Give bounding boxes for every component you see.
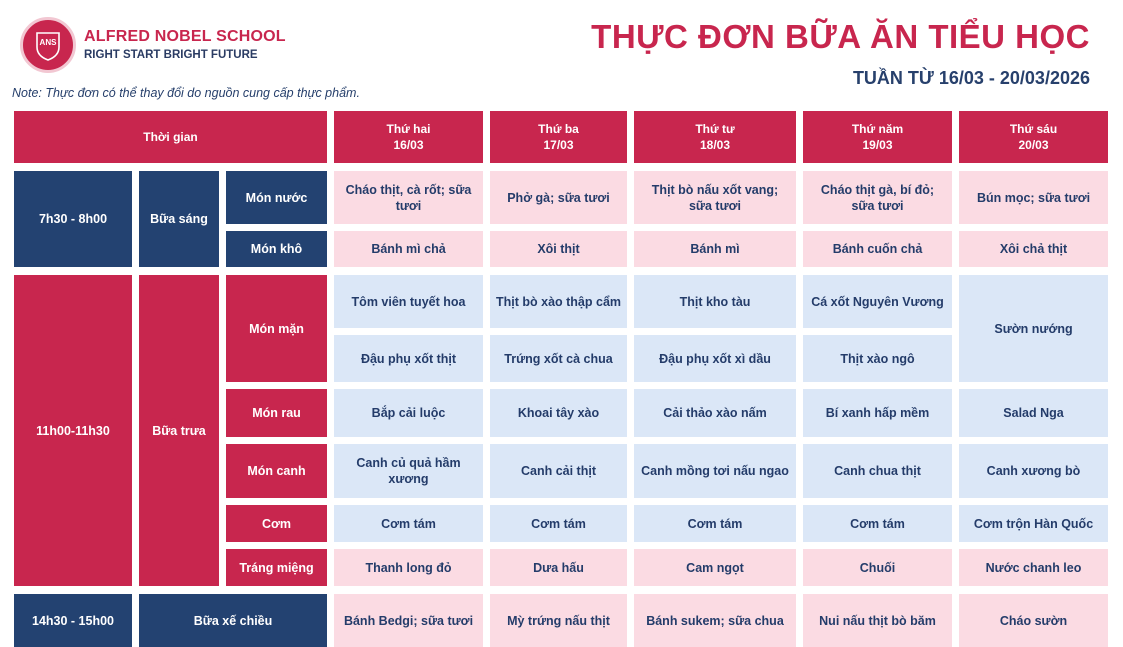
day-date: 20/03 [1018,138,1049,152]
menu-cell: Tôm viên tuyết hoa [334,275,483,328]
menu-cell: Cơm tám [803,505,952,542]
menu-cell: Cháo thịt gà, bí đỏ; sữa tươi [803,171,952,224]
menu-cell: Thịt xào ngô [803,335,952,382]
category-mon-rau: Món rau [226,389,327,437]
menu-cell: Phở gà; sữa tươi [490,171,627,224]
menu-cell: Cơm trộn Hàn Quốc [959,505,1108,542]
menu-cell: Xôi thịt [490,231,627,267]
logo-text: ANS [40,38,58,47]
day-header-fri: Thứ sáu 20/03 [959,111,1108,163]
snack-label: Bữa xế chiều [139,594,327,647]
menu-cell: Canh xương bò [959,444,1108,498]
week-range: TUẦN TỪ 16/03 - 20/03/2026 [852,68,1090,88]
menu-cell: Cam ngọt [634,549,796,586]
menu-cell: Cháo thịt, cà rốt; sữa tươi [334,171,483,224]
category-trang-mieng: Tráng miệng [226,549,327,586]
menu-cell: Chuối [803,549,952,586]
lunch-time: 11h00-11h30 [14,275,132,586]
menu-cell: Canh cải thịt [490,444,627,498]
school-name: ALFRED NOBEL SCHOOL [84,28,286,45]
page-title: THỰC ĐƠN BỮA ĂN TIỂU HỌC [591,18,1090,55]
day-date: 19/03 [862,138,893,152]
snack-time: 14h30 - 15h00 [14,594,132,647]
day-header-mon: Thứ hai 16/03 [334,111,483,163]
menu-cell: Bắp cải luộc [334,389,483,437]
menu-cell: Sườn nướng [959,275,1108,382]
menu-cell: Thịt bò xào thập cẩm [490,275,627,328]
menu-note: Note: Thực đơn có thể thay đổi do nguồn … [12,86,360,100]
menu-cell: Bánh sukem; sữa chua [634,594,796,647]
day-name: Thứ sáu [1009,122,1058,136]
day-date: 18/03 [699,138,731,152]
menu-cell: Nui nấu thịt bò băm [803,594,952,647]
lunch-label: Bữa trưa [139,275,219,586]
category-mon-kho: Món khô [226,231,327,267]
day-name: Thứ tư [695,122,735,136]
menu-cell: Thanh long đỏ [334,549,483,586]
menu-cell: Cơm tám [334,505,483,542]
menu-cell: Thịt bò nấu xốt vang; sữa tươi [634,171,796,224]
day-date: 17/03 [543,138,574,152]
day-header-tue: Thứ ba 17/03 [490,111,627,163]
time-header: Thời gian [14,111,327,163]
day-date: 16/03 [393,138,424,152]
menu-cell: Xôi chả thịt [959,231,1108,267]
category-com: Cơm [226,505,327,542]
menu-cell: Cháo sườn [959,594,1108,647]
day-header-thu: Thứ năm 19/03 [803,111,952,163]
category-mon-nuoc: Món nước [226,171,327,224]
menu-cell: Bánh mì [634,231,796,267]
menu-cell: Đậu phụ xốt thịt [334,335,483,382]
day-name: Thứ ba [538,122,579,136]
menu-cell: Canh mồng tơi nấu ngao [634,444,796,498]
menu-cell: Trứng xốt cà chua [490,335,627,382]
menu-cell: Bánh mì chả [334,231,483,267]
menu-cell: Dưa hấu [490,549,627,586]
menu-cell: Thịt kho tàu [634,275,796,328]
breakfast-time: 7h30 - 8h00 [14,171,132,267]
menu-cell: Canh chua thịt [803,444,952,498]
menu-cell: Canh củ quả hầm xương [334,444,483,498]
school-logo: ANS [20,17,76,73]
menu-cell: Bánh cuốn chả [803,231,952,267]
day-header-wed: Thứ tư 18/03 [634,111,796,163]
day-name: Thứ năm [851,122,904,136]
menu-cell: Bún mọc; sữa tươi [959,171,1108,224]
school-slogan: RIGHT START BRIGHT FUTURE [84,49,258,61]
category-mon-man: Món mặn [226,275,327,382]
shield-icon: ANS [36,32,60,61]
menu-cell: Bánh Bedgi; sữa tươi [334,594,483,647]
menu-cell: Khoai tây xào [490,389,627,437]
menu-cell: Cơm tám [634,505,796,542]
menu-cell: Đậu phụ xốt xì dầu [634,335,796,382]
menu-cell: Cá xốt Nguyên Vương [803,275,952,328]
menu-cell: Bí xanh hấp mềm [803,389,952,437]
day-name: Thứ hai [386,122,431,136]
menu-cell: Salad Nga [959,389,1108,437]
menu-cell: Mỳ trứng nấu thịt [490,594,627,647]
breakfast-label: Bữa sáng [139,171,219,267]
menu-cell: Cải thảo xào nấm [634,389,796,437]
category-mon-canh: Món canh [226,444,327,498]
menu-cell: Nước chanh leo [959,549,1108,586]
menu-cell: Cơm tám [490,505,627,542]
